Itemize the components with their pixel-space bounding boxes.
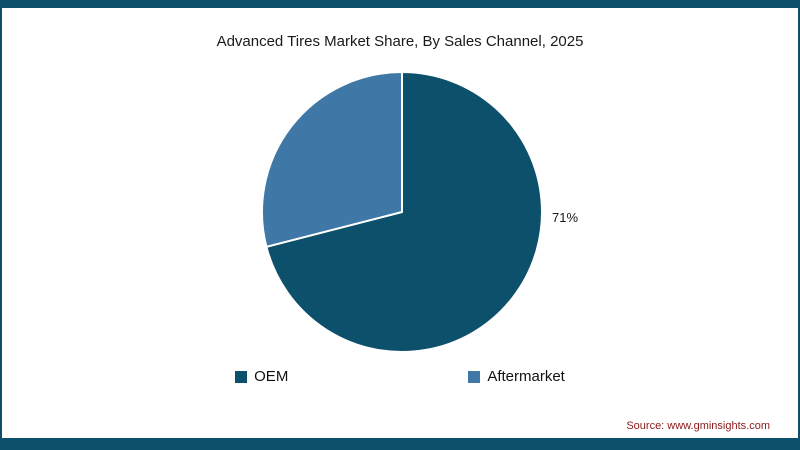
legend-item-oem: OEM — [235, 368, 288, 385]
legend-label-aftermarket: Aftermarket — [487, 368, 565, 385]
legend: OEM Aftermarket — [2, 368, 798, 385]
legend-swatch-oem — [235, 370, 248, 383]
pie-slice-oem — [265, 71, 543, 353]
bottom-border-bar — [2, 438, 798, 450]
chart-title: Advanced Tires Market Share, By Sales Ch… — [216, 33, 584, 50]
top-border-bar — [2, 0, 798, 8]
pie-chart — [261, 71, 543, 353]
legend-swatch-aftermarket — [468, 370, 481, 383]
legend-label-oem: OEM — [254, 368, 289, 385]
legend-item-aftermarket: Aftermarket — [468, 368, 565, 385]
data-label-oem-percent: 71% — [552, 210, 579, 225]
source-attribution: Source: www.gminsights.com — [626, 420, 770, 432]
pie-slice-aftermarket — [261, 71, 403, 248]
pie-chart-area — [257, 67, 547, 357]
